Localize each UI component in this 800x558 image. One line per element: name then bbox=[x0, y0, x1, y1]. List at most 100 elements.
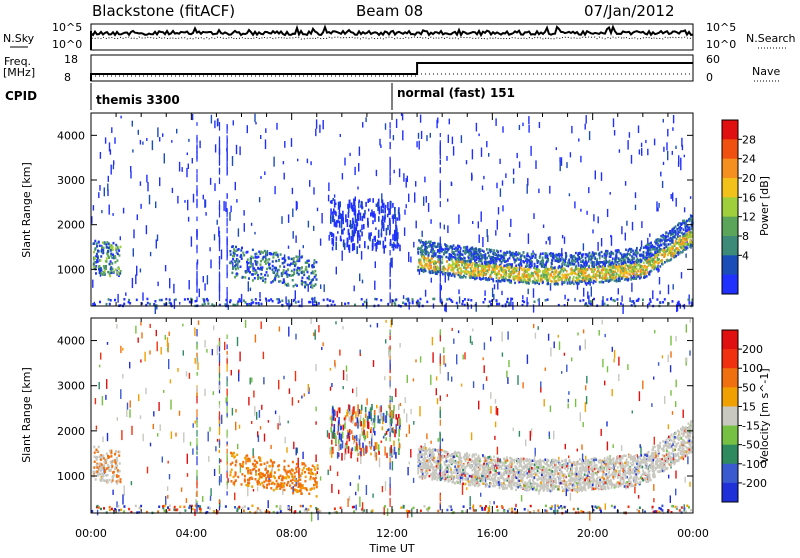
range-gate-cell bbox=[444, 250, 446, 253]
range-gate-cell bbox=[205, 212, 206, 216]
range-gate-cell bbox=[667, 151, 668, 160]
range-gate-cell bbox=[637, 252, 639, 255]
range-gate-cell bbox=[355, 215, 357, 223]
range-gate-cell bbox=[594, 268, 596, 271]
range-gate-cell bbox=[356, 246, 358, 254]
range-gate-cell bbox=[402, 114, 403, 121]
range-gate-cell bbox=[690, 196, 691, 199]
range-gate-cell bbox=[341, 220, 343, 228]
range-gate-cell bbox=[260, 135, 261, 139]
range-gate-cell bbox=[150, 443, 151, 447]
range-gate-cell bbox=[685, 254, 686, 258]
range-gate-cell bbox=[110, 272, 112, 275]
range-gate-cell bbox=[631, 155, 632, 164]
range-gate-cell bbox=[564, 237, 565, 244]
range-gate-cell bbox=[609, 261, 611, 264]
range-gate-cell bbox=[643, 254, 645, 257]
range-gate-cell bbox=[601, 277, 603, 280]
range-gate-cell bbox=[170, 400, 171, 410]
range-gate-cell bbox=[664, 243, 666, 246]
range-gate-cell bbox=[432, 352, 433, 362]
range-gate-cell bbox=[566, 365, 567, 372]
range-gate-cell bbox=[488, 153, 489, 157]
range-gate-cell bbox=[195, 421, 196, 424]
range-gate-cell bbox=[108, 256, 110, 259]
range-gate-cell bbox=[129, 362, 130, 368]
range-gate-cell bbox=[301, 256, 303, 259]
range-gate-cell bbox=[496, 183, 497, 189]
range-gate-cell bbox=[673, 252, 675, 255]
range-gate-cell bbox=[635, 205, 636, 210]
range-gate-cell bbox=[661, 505, 663, 508]
range-gate-cell bbox=[680, 224, 682, 227]
range-gate-cell bbox=[237, 259, 239, 262]
range-gate-cell bbox=[612, 258, 614, 261]
range-gate-cell bbox=[623, 275, 625, 278]
range-gate-cell bbox=[605, 280, 607, 283]
range-gate-cell bbox=[274, 186, 275, 194]
range-gate-cell bbox=[664, 253, 666, 256]
range-gate-cell bbox=[542, 252, 544, 255]
range-gate-cell bbox=[676, 241, 678, 244]
range-gate-cell bbox=[489, 501, 490, 504]
range-gate-cell bbox=[678, 301, 680, 304]
range-gate-cell bbox=[358, 483, 359, 491]
range-gate-cell bbox=[210, 260, 211, 269]
range-gate-cell bbox=[418, 133, 419, 139]
range-gate-cell bbox=[356, 223, 358, 229]
range-gate-cell bbox=[606, 252, 608, 255]
range-gate-cell bbox=[237, 263, 239, 266]
range-gate-cell bbox=[470, 336, 471, 344]
cpid-label: CPID bbox=[5, 89, 37, 103]
range-gate-cell bbox=[548, 237, 549, 241]
range-gate-cell bbox=[535, 254, 537, 257]
range-gate-cell bbox=[250, 378, 251, 385]
range-gate-cell bbox=[446, 251, 448, 254]
range-gate-cell bbox=[581, 444, 582, 449]
range-gate-cell bbox=[265, 128, 266, 133]
range-gate-cell bbox=[587, 275, 589, 278]
range-gate-cell bbox=[261, 405, 262, 410]
range-gate-cell bbox=[423, 197, 424, 206]
range-gate-cell bbox=[564, 263, 566, 266]
range-gate-cell bbox=[661, 254, 663, 257]
range-gate-cell bbox=[622, 267, 624, 270]
range-gate-cell bbox=[426, 301, 428, 304]
range-gate-cell bbox=[455, 247, 457, 250]
range-gate-cell bbox=[399, 245, 401, 251]
range-gate-cell bbox=[279, 265, 281, 268]
range-gate-cell bbox=[354, 224, 356, 232]
range-gate-cell bbox=[109, 272, 111, 275]
range-gate-cell bbox=[425, 253, 427, 256]
range-gate-cell bbox=[315, 330, 316, 340]
range-gate-cell bbox=[361, 251, 362, 260]
range-gate-cell bbox=[339, 350, 340, 356]
range-gate-cell bbox=[570, 254, 572, 257]
range-gate-cell bbox=[456, 302, 458, 305]
range-gate-cell bbox=[374, 281, 375, 290]
range-gate-cell bbox=[252, 273, 254, 276]
range-gate-cell bbox=[689, 232, 691, 235]
range-gate-cell bbox=[195, 300, 197, 303]
range-gate-cell bbox=[501, 261, 503, 264]
range-gate-cell bbox=[352, 224, 354, 229]
range-gate-cell bbox=[522, 382, 523, 388]
range-gate-cell bbox=[408, 302, 410, 305]
range-gate-cell bbox=[253, 391, 254, 398]
range-gate-cell bbox=[675, 401, 676, 407]
range-gate-cell bbox=[315, 421, 316, 424]
range-gate-cell bbox=[675, 336, 676, 342]
range-gate-cell bbox=[233, 120, 234, 125]
range-gate-cell bbox=[426, 135, 427, 141]
range-gate-cell bbox=[687, 456, 688, 464]
range-gate-cell bbox=[308, 275, 310, 278]
range-gate-cell bbox=[227, 228, 228, 234]
range-gate-cell bbox=[441, 259, 443, 262]
range-gate-cell bbox=[670, 351, 671, 357]
range-gate-cell bbox=[390, 242, 391, 246]
range-gate-cell bbox=[378, 232, 380, 236]
range-gate-cell bbox=[251, 505, 253, 508]
range-gate-cell bbox=[442, 439, 443, 442]
range-gate-cell bbox=[169, 332, 170, 336]
range-gate-cell bbox=[677, 224, 679, 227]
